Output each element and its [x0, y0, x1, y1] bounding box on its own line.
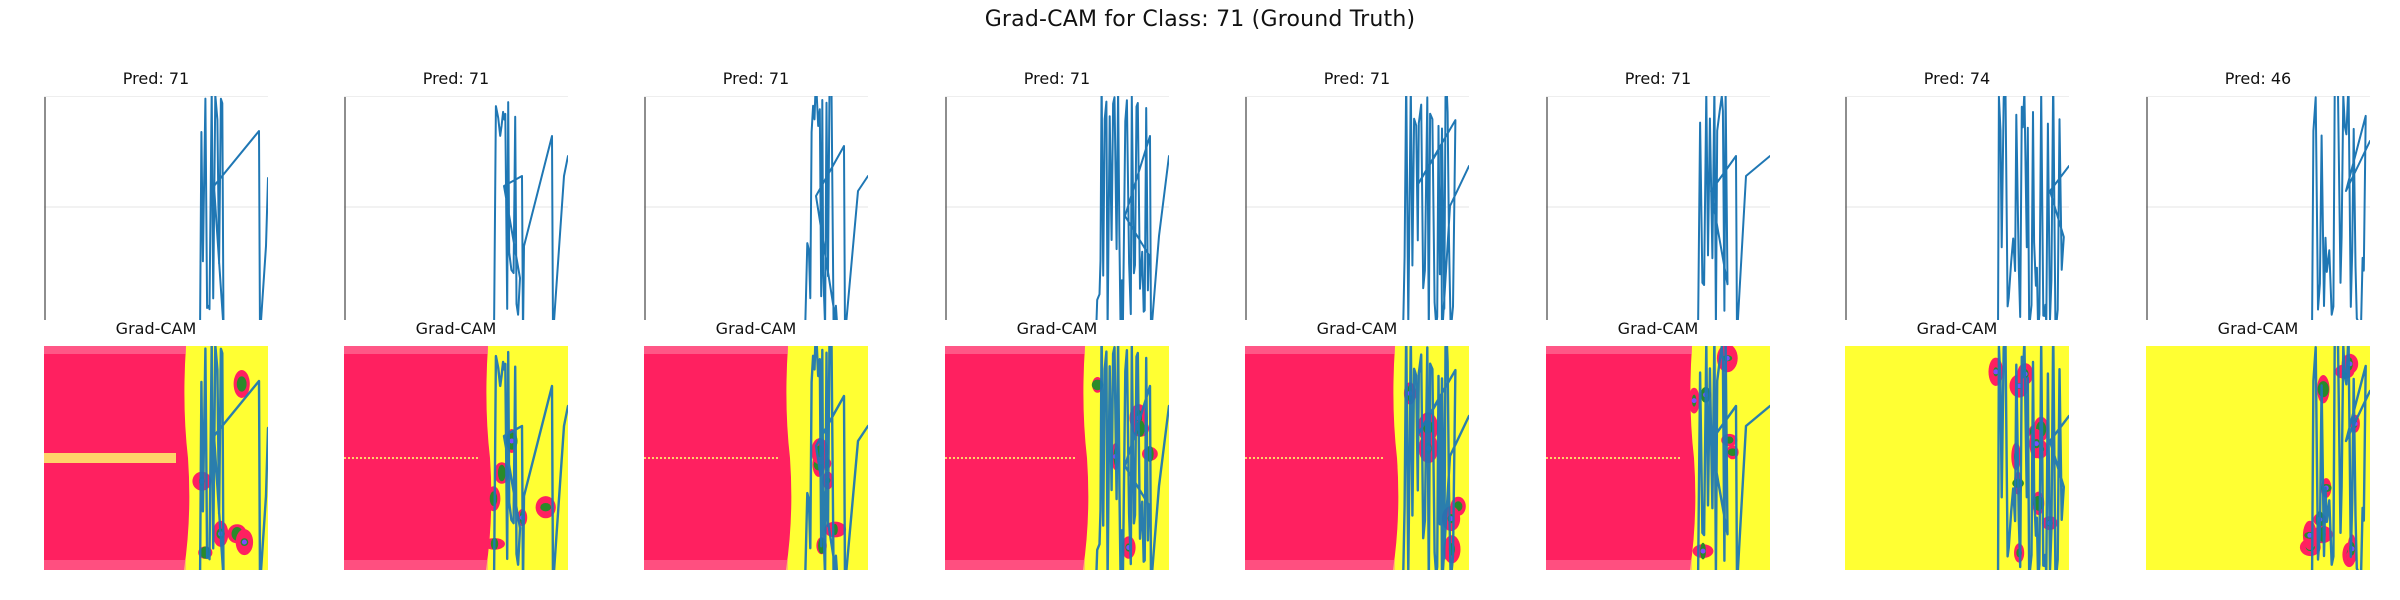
- activation-core: [2317, 381, 2329, 398]
- signal-plot: [44, 96, 268, 320]
- heatmap-bottom-fade: [644, 560, 788, 570]
- figure-title: Grad-CAM for Class: 71 (Ground Truth): [984, 7, 1416, 32]
- gradcam-heatmap: [1845, 346, 2069, 570]
- signal-panel-title: Pred: 46: [2224, 69, 2292, 88]
- gradcam-heatmap: [1546, 346, 1770, 570]
- gradcam-panel-title: Grad-CAM: [1316, 319, 1398, 338]
- signal-plot: [1845, 96, 2069, 320]
- heatmap-bottom-fade: [344, 560, 488, 570]
- heatmap-bottom-fade: [44, 560, 186, 570]
- gradcam-signal-overlay: [492, 350, 568, 570]
- signal-series-line: [1402, 96, 1469, 320]
- gradcam-signal-overlay: [804, 346, 868, 570]
- signal-series-line: [804, 96, 868, 320]
- heatmap-top-fade: [1245, 346, 1395, 354]
- signal-series-line: [2311, 96, 2370, 320]
- signal-series-line: [1095, 96, 1169, 320]
- activation-core: [497, 464, 506, 482]
- activation-peak: [1700, 548, 1706, 554]
- heatmap-low-region: [1546, 346, 1696, 570]
- plot-background: [344, 96, 568, 320]
- gradcam-signal-overlay: [1402, 346, 1469, 570]
- gradcam-panel-title: Grad-CAM: [115, 319, 197, 338]
- heatmap-bottom-fade: [1245, 560, 1395, 570]
- signal-plot: [1546, 96, 1770, 320]
- heatmap-low-region: [945, 346, 1089, 570]
- gradcam-panel-title: Grad-CAM: [1016, 319, 1098, 338]
- signal-plot: [945, 96, 1169, 320]
- gradcam-signal-overlay: [198, 346, 268, 570]
- activation-peak: [1993, 369, 1999, 375]
- gradcam-heatmap: [44, 346, 268, 570]
- signal-panel-title: Pred: 71: [1023, 69, 1091, 88]
- plot-background: [44, 96, 268, 320]
- signal-series-line: [1697, 96, 1770, 320]
- heatmap-bottom-fade: [945, 560, 1085, 570]
- activation-peak: [1691, 398, 1697, 404]
- heatmap-high-region: [2146, 346, 2370, 570]
- activation-peak: [241, 539, 247, 545]
- signal-panel-title: Pred: 71: [1323, 69, 1391, 88]
- signal-series-line: [493, 101, 568, 320]
- gradcam-signal-overlay: [2310, 346, 2370, 570]
- signal-plot: [1245, 96, 1469, 320]
- activation-peak: [2033, 441, 2039, 447]
- gradcam-panel-title: Grad-CAM: [2217, 319, 2299, 338]
- signal-plot: [344, 96, 568, 320]
- heatmap-top-fade: [945, 346, 1085, 354]
- heatmap-top-fade: [1546, 346, 1692, 354]
- gradcam-signal-overlay: [1095, 346, 1169, 570]
- activation-core: [540, 503, 552, 512]
- activation-core: [236, 376, 247, 392]
- gradcam-signal-overlay: [1996, 346, 2069, 570]
- signal-panel-title: Pred: 71: [122, 69, 190, 88]
- gradcam-panel-title: Grad-CAM: [1916, 319, 1998, 338]
- signal-panel-title: Pred: 71: [1624, 69, 1692, 88]
- plot-background: [1546, 96, 1770, 320]
- heatmap-top-fade: [44, 346, 186, 354]
- gradcam-panel-title: Grad-CAM: [1617, 319, 1699, 338]
- signal-panel-title: Pred: 74: [1923, 69, 1991, 88]
- activation-peak: [2307, 532, 2313, 538]
- gradcam-panel-title: Grad-CAM: [415, 319, 497, 338]
- signal-plot: [644, 96, 868, 320]
- gradcam-panel-title: Grad-CAM: [715, 319, 797, 338]
- signal-panel-title: Pred: 71: [422, 69, 490, 88]
- signal-series-line: [199, 96, 268, 320]
- plot-background: [644, 96, 868, 320]
- heatmap-top-fade: [644, 346, 788, 354]
- signal-series-line: [1997, 96, 2069, 320]
- activation-peak: [509, 438, 515, 444]
- gradcam-signal-overlay: [1696, 346, 1770, 570]
- gradcam-heatmap: [644, 346, 868, 570]
- heatmap-top-fade: [344, 346, 488, 354]
- plot-background: [2146, 96, 2370, 320]
- gradcam-heatmap: [344, 346, 568, 570]
- signal-plot: [2146, 96, 2370, 320]
- signal-panel-title: Pred: 71: [722, 69, 790, 88]
- gradcam-heatmap: [945, 346, 1169, 570]
- heatmap-bottom-fade: [1546, 560, 1692, 570]
- gradcam-heatmap: [1245, 346, 1469, 570]
- gradcam-heatmap: [2146, 346, 2370, 570]
